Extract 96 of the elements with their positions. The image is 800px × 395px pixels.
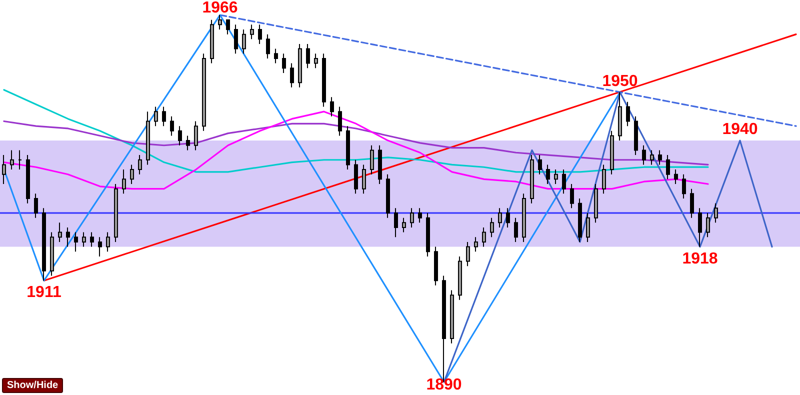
candlestick bbox=[234, 24, 238, 54]
candlestick bbox=[226, 19, 230, 35]
candlestick bbox=[122, 169, 126, 194]
candlestick bbox=[338, 106, 342, 136]
candlestick bbox=[634, 116, 638, 156]
candlestick bbox=[146, 111, 150, 166]
candlestick bbox=[610, 130, 614, 175]
candlestick bbox=[698, 208, 702, 248]
candlestick bbox=[618, 92, 622, 142]
candlestick bbox=[538, 154, 542, 175]
annotation: 1940 bbox=[722, 121, 758, 138]
candlestick bbox=[522, 193, 526, 242]
candlestick bbox=[298, 43, 302, 88]
candlestick bbox=[138, 154, 142, 175]
candlestick bbox=[498, 208, 502, 228]
candlestick bbox=[674, 169, 678, 185]
candlestick bbox=[250, 24, 254, 40]
candlestick bbox=[682, 174, 686, 199]
candlestick bbox=[154, 106, 158, 127]
annotation: 1911 bbox=[26, 284, 62, 302]
button: Show/Hide bbox=[2, 378, 64, 393]
candlestick bbox=[530, 154, 534, 204]
annotation: 1918 bbox=[682, 250, 718, 268]
candlestick bbox=[98, 236, 102, 257]
candlestick bbox=[394, 208, 398, 238]
candlestick bbox=[562, 169, 566, 194]
candlestick bbox=[282, 53, 286, 74]
candlestick bbox=[426, 212, 430, 257]
candlestick bbox=[10, 150, 14, 170]
candlestick bbox=[186, 135, 190, 151]
candlestick bbox=[506, 208, 510, 228]
candlestick bbox=[26, 154, 30, 204]
candlestick bbox=[210, 19, 214, 64]
candlestick bbox=[650, 150, 654, 166]
candlestick bbox=[74, 232, 78, 252]
candlestick bbox=[330, 96, 334, 117]
candlestick bbox=[314, 53, 318, 69]
candlestick bbox=[490, 217, 494, 238]
candlestick bbox=[378, 144, 382, 185]
candlestick bbox=[170, 116, 174, 136]
annotation: 1890 bbox=[426, 376, 462, 394]
candlestick bbox=[434, 246, 438, 286]
candlestick bbox=[642, 144, 646, 166]
candlestick bbox=[362, 164, 366, 194]
candlestick bbox=[690, 188, 694, 218]
candlestick bbox=[458, 256, 462, 300]
candlestick bbox=[386, 174, 390, 218]
candlestick bbox=[410, 208, 414, 228]
candlestick bbox=[474, 236, 478, 252]
candlestick bbox=[82, 232, 86, 248]
candlestick bbox=[546, 164, 550, 185]
annotation: 1950 bbox=[602, 72, 638, 90]
candlestick bbox=[346, 126, 350, 170]
candlestick bbox=[658, 150, 662, 166]
candlestick bbox=[242, 28, 246, 54]
candlestick bbox=[290, 62, 294, 88]
candlestick bbox=[50, 232, 54, 276]
candlestick bbox=[34, 193, 38, 218]
candlestick bbox=[306, 43, 310, 69]
candlestick bbox=[42, 208, 46, 282]
candlestick bbox=[554, 169, 558, 185]
candlestick bbox=[194, 120, 198, 151]
candlestick bbox=[162, 106, 166, 127]
candlestick bbox=[58, 222, 62, 242]
candlestick bbox=[130, 164, 134, 185]
candlestick bbox=[202, 53, 206, 132]
candlestick bbox=[266, 34, 270, 59]
candlestick bbox=[106, 232, 110, 252]
candlestick bbox=[218, 14, 222, 30]
candlestick bbox=[18, 150, 22, 170]
candlestick bbox=[370, 144, 374, 175]
candlestick bbox=[626, 101, 630, 127]
candlestick bbox=[322, 53, 326, 108]
candlestick bbox=[274, 48, 278, 64]
candlestick bbox=[2, 154, 6, 185]
candlestick bbox=[578, 198, 582, 242]
candlestick bbox=[450, 290, 454, 344]
candlestick bbox=[354, 159, 358, 194]
candlestick bbox=[594, 184, 598, 224]
candlestick bbox=[114, 184, 118, 242]
candlestick bbox=[514, 217, 518, 242]
candlestick bbox=[402, 217, 406, 233]
candlestick bbox=[706, 212, 710, 238]
candlestick bbox=[418, 208, 422, 224]
candlestick bbox=[90, 232, 94, 248]
candlestick bbox=[258, 24, 262, 44]
candlestick bbox=[482, 226, 486, 248]
candlestick bbox=[602, 164, 606, 194]
candlestick bbox=[666, 154, 670, 180]
annotation: 1966 bbox=[202, 0, 238, 16]
candlestick bbox=[570, 184, 574, 209]
candlestick bbox=[466, 241, 470, 267]
candlestick bbox=[714, 202, 718, 224]
candlestick bbox=[586, 212, 590, 242]
candlestick bbox=[66, 226, 70, 248]
candlestick bbox=[178, 126, 182, 146]
